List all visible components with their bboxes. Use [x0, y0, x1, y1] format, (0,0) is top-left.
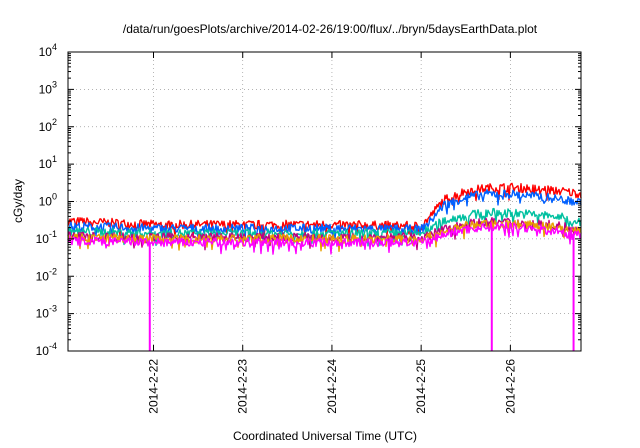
y-tick-label: 10-2: [36, 266, 57, 283]
x-tick-label: 2014-2-22: [147, 359, 161, 414]
chart-title: /data/run/goesPlots/archive/2014-02-26/1…: [123, 22, 538, 36]
x-axis-label: Coordinated Universal Time (UTC): [233, 429, 417, 443]
x-tick-label: 2014-2-26: [503, 359, 517, 414]
y-tick-label: 10-1: [36, 229, 57, 246]
x-tick-label: 2014-2-25: [414, 359, 428, 414]
y-tick-label: 10-3: [36, 304, 57, 321]
series-line-2: [67, 188, 582, 242]
x-tick-label: 2014-2-24: [325, 359, 339, 414]
series-line-5: [67, 219, 582, 253]
series-line-1: [67, 182, 582, 238]
y-tick-label: 104: [39, 42, 57, 59]
series-group: [67, 182, 582, 351]
y-tick-label: 100: [39, 192, 57, 209]
y-tick-label: 103: [39, 79, 57, 96]
grid: [68, 52, 581, 351]
y-axis-label: cGy/day: [11, 179, 25, 223]
series-line-6: [67, 221, 582, 255]
x-tick-label: 2014-2-23: [236, 359, 250, 414]
y-tick-label: 101: [39, 154, 57, 171]
axes: 104 103 102 101 100 10-1 10-2 10-3 10-4 2014-2-22…: [36, 42, 581, 414]
y-tick-label: 102: [39, 117, 57, 134]
y-tick-label: 10-4: [36, 341, 57, 358]
